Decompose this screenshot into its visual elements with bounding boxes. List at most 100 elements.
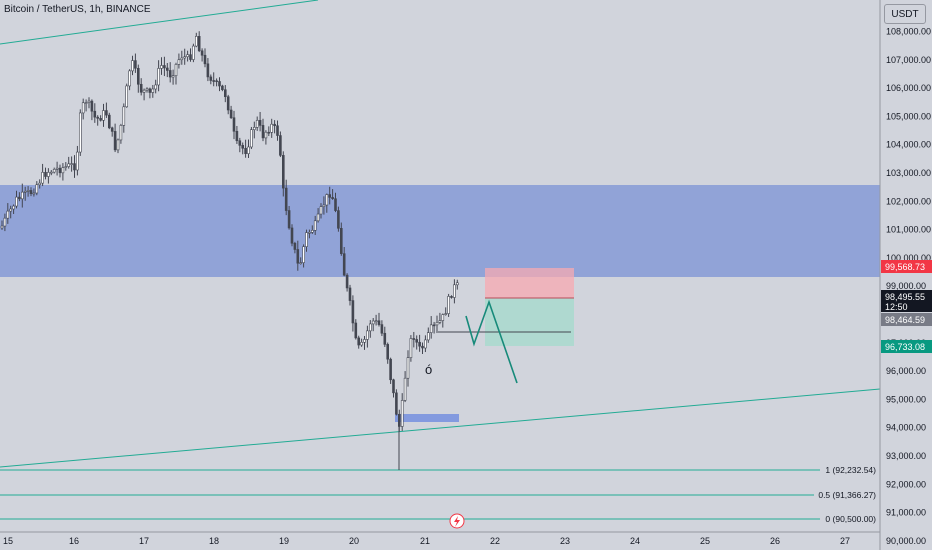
flash-icon[interactable] — [449, 513, 465, 529]
candle — [241, 142, 244, 155]
candle — [90, 99, 94, 121]
candle — [174, 62, 178, 85]
supply-zone[interactable] — [0, 185, 880, 277]
candle — [360, 338, 363, 347]
price-tick-label: 99,000.00 — [886, 281, 926, 291]
candle — [310, 225, 314, 235]
projection-path[interactable] — [465, 299, 518, 384]
fib-label: 0 (90,500.00) — [825, 514, 876, 524]
candle — [9, 205, 12, 219]
price-tick-label: 107,000.00 — [886, 55, 931, 65]
candle — [363, 335, 366, 350]
candle — [371, 318, 375, 332]
candle — [157, 60, 160, 92]
candle — [302, 244, 305, 268]
price-tick-label: 102,000.00 — [886, 196, 931, 206]
candle — [328, 186, 332, 205]
candle — [171, 69, 175, 85]
candle — [41, 163, 44, 187]
price-tick-label: 90,000.00 — [886, 536, 926, 546]
candle — [218, 77, 221, 92]
candle — [281, 151, 285, 197]
price-tick-label: 96,000.00 — [886, 366, 926, 376]
price-tick-label: 93,000.00 — [886, 451, 926, 461]
candle — [261, 118, 265, 142]
candle — [195, 32, 198, 48]
candle — [73, 155, 76, 178]
candle — [374, 314, 378, 326]
candle — [426, 327, 430, 343]
candle — [55, 161, 59, 176]
candle — [334, 192, 337, 213]
candle — [368, 320, 372, 338]
candle — [99, 115, 102, 122]
candle — [325, 193, 329, 213]
candle — [35, 181, 39, 196]
candle — [400, 393, 404, 431]
fib-labels: 1 (92,232.54) 0.5 (91,366.27) 0 (90,500.00… — [818, 465, 876, 524]
time-tick-label: 21 — [420, 536, 430, 546]
candle — [444, 307, 448, 316]
price-tick-label: 92,000.00 — [886, 479, 926, 489]
candle — [232, 110, 236, 140]
candle — [168, 62, 172, 83]
candle — [87, 97, 91, 109]
time-tick-label: 15 — [3, 536, 13, 546]
price-badge: 96,733.08 — [881, 340, 932, 353]
candle — [183, 48, 186, 65]
candle — [273, 120, 276, 134]
take-profit-zone[interactable] — [485, 298, 574, 346]
demand-marker[interactable] — [395, 414, 459, 422]
upper-trendline[interactable] — [0, 0, 319, 45]
candle — [296, 240, 300, 271]
candle — [276, 120, 279, 141]
time-tick-label: 18 — [209, 536, 219, 546]
candle — [76, 145, 79, 176]
time-axis[interactable]: 15 16 17 18 19 20 21 22 23 24 25 26 27 — [3, 536, 850, 546]
candle — [450, 295, 453, 299]
candle — [415, 335, 419, 350]
candle — [49, 170, 53, 176]
candle — [61, 163, 65, 181]
candle — [253, 121, 256, 139]
candle — [166, 63, 169, 78]
candle — [453, 279, 456, 304]
candle — [6, 203, 10, 224]
candle — [137, 64, 140, 93]
candle — [160, 57, 163, 75]
candle — [406, 350, 410, 387]
candle — [206, 58, 210, 82]
candle — [258, 111, 262, 132]
candle — [102, 103, 105, 127]
candle — [93, 103, 97, 123]
price-tick-label: 106,000.00 — [886, 83, 931, 93]
candle — [215, 78, 218, 87]
candle — [380, 320, 384, 337]
price-axis[interactable]: 108,000.00 107,000.00 106,000.00 105,000.00… — [886, 27, 931, 546]
candle — [348, 284, 352, 306]
time-tick-label: 19 — [279, 536, 289, 546]
stop-loss-zone[interactable] — [485, 268, 574, 298]
candle — [250, 126, 253, 150]
time-tick-label: 23 — [560, 536, 570, 546]
candle — [284, 179, 288, 216]
candle — [58, 164, 62, 178]
candle — [105, 102, 108, 118]
candle — [32, 188, 36, 197]
candle — [3, 213, 7, 232]
candle — [351, 295, 355, 332]
lower-trendline[interactable] — [0, 388, 881, 468]
price-tick-label: 100,000.00 — [886, 253, 931, 263]
time-tick-label: 24 — [630, 536, 640, 546]
price-badge-label: 98,495.55 — [885, 292, 925, 302]
price-badge: 98,464.59 — [881, 313, 932, 326]
candle — [342, 246, 346, 277]
candle — [151, 84, 155, 98]
candle — [96, 115, 99, 126]
price-tick-label: 95,000.00 — [886, 394, 926, 404]
currency-button[interactable]: USDT — [884, 4, 926, 24]
candle — [386, 342, 390, 364]
annotation-mark: ó — [425, 362, 432, 377]
